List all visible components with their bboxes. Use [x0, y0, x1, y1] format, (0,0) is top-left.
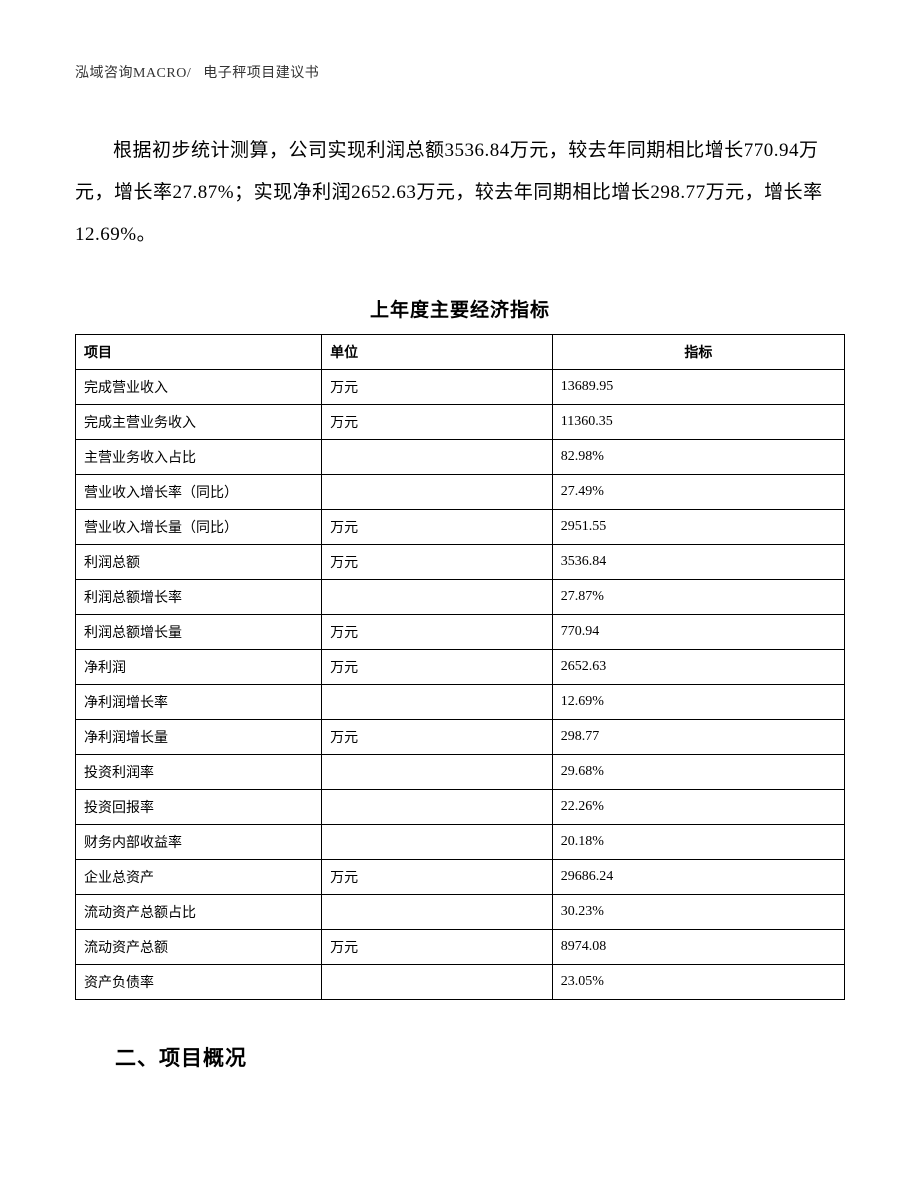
table-cell: 流动资产总额 — [76, 930, 322, 965]
table-row: 投资利润率 29.68% — [76, 755, 845, 790]
table-header-row: 项目 单位 指标 — [76, 335, 845, 370]
table-row: 主营业务收入占比 82.98% — [76, 440, 845, 475]
table-cell: 企业总资产 — [76, 860, 322, 895]
table-cell: 82.98% — [552, 440, 844, 475]
table-row: 利润总额增长量万元770.94 — [76, 615, 845, 650]
table-row: 企业总资产万元29686.24 — [76, 860, 845, 895]
table-cell: 11360.35 — [552, 405, 844, 440]
table-row: 流动资产总额万元8974.08 — [76, 930, 845, 965]
table-cell: 净利润增长率 — [76, 685, 322, 720]
table-row: 利润总额万元3536.84 — [76, 545, 845, 580]
table-cell — [322, 825, 553, 860]
table-cell: 万元 — [322, 545, 553, 580]
table-cell: 完成营业收入 — [76, 370, 322, 405]
table-cell: 770.94 — [552, 615, 844, 650]
table-cell: 2652.63 — [552, 650, 844, 685]
table-cell: 资产负债率 — [76, 965, 322, 1000]
table-cell: 投资回报率 — [76, 790, 322, 825]
table-cell: 万元 — [322, 930, 553, 965]
table-cell: 净利润增长量 — [76, 720, 322, 755]
table-cell — [322, 475, 553, 510]
table-cell: 13689.95 — [552, 370, 844, 405]
table-body: 完成营业收入万元13689.95完成主营业务收入万元11360.35主营业务收入… — [76, 370, 845, 1000]
table-cell: 利润总额增长率 — [76, 580, 322, 615]
table-cell: 利润总额 — [76, 545, 322, 580]
header-company: 泓域咨询MACRO/ — [75, 66, 191, 81]
table-cell — [322, 895, 553, 930]
col-header-value: 指标 — [552, 335, 844, 370]
table-title: 上年度主要经济指标 — [75, 295, 845, 322]
table-cell — [322, 580, 553, 615]
table-row: 净利润增长率 12.69% — [76, 685, 845, 720]
col-header-item: 项目 — [76, 335, 322, 370]
table-row: 投资回报率 22.26% — [76, 790, 845, 825]
table-cell — [322, 965, 553, 1000]
page-header: 泓域咨询MACRO/ 电子秤项目建议书 — [75, 62, 845, 82]
table-cell: 万元 — [322, 720, 553, 755]
table-row: 营业收入增长率（同比） 27.49% — [76, 475, 845, 510]
table-cell: 万元 — [322, 370, 553, 405]
table-cell: 万元 — [322, 405, 553, 440]
table-cell — [322, 790, 553, 825]
table-row: 净利润增长量万元298.77 — [76, 720, 845, 755]
table-cell: 22.26% — [552, 790, 844, 825]
economic-indicators-table: 项目 单位 指标 完成营业收入万元13689.95完成主营业务收入万元11360… — [75, 334, 845, 1000]
table-cell: 20.18% — [552, 825, 844, 860]
table-cell: 利润总额增长量 — [76, 615, 322, 650]
table-cell: 净利润 — [76, 650, 322, 685]
table-cell: 29.68% — [552, 755, 844, 790]
table-cell: 8974.08 — [552, 930, 844, 965]
table-cell: 29686.24 — [552, 860, 844, 895]
table-cell: 万元 — [322, 650, 553, 685]
table-cell: 财务内部收益率 — [76, 825, 322, 860]
table-cell — [322, 755, 553, 790]
summary-paragraph: 根据初步统计测算，公司实现利润总额3536.84万元，较去年同期相比增长770.… — [75, 130, 845, 255]
table-cell: 3536.84 — [552, 545, 844, 580]
table-cell: 27.87% — [552, 580, 844, 615]
table-cell: 主营业务收入占比 — [76, 440, 322, 475]
header-doc-title: 电子秤项目建议书 — [203, 66, 319, 81]
table-cell: 23.05% — [552, 965, 844, 1000]
section-heading: 二、项目概况 — [115, 1042, 845, 1072]
table-cell: 298.77 — [552, 720, 844, 755]
table-cell: 万元 — [322, 860, 553, 895]
table-cell: 投资利润率 — [76, 755, 322, 790]
table-cell: 12.69% — [552, 685, 844, 720]
table-cell: 万元 — [322, 510, 553, 545]
table-cell: 27.49% — [552, 475, 844, 510]
table-row: 财务内部收益率 20.18% — [76, 825, 845, 860]
table-row: 完成营业收入万元13689.95 — [76, 370, 845, 405]
table-cell: 30.23% — [552, 895, 844, 930]
table-cell: 万元 — [322, 615, 553, 650]
table-cell: 营业收入增长量（同比） — [76, 510, 322, 545]
table-cell — [322, 685, 553, 720]
table-row: 利润总额增长率 27.87% — [76, 580, 845, 615]
table-row: 营业收入增长量（同比）万元2951.55 — [76, 510, 845, 545]
table-cell: 流动资产总额占比 — [76, 895, 322, 930]
table-row: 资产负债率 23.05% — [76, 965, 845, 1000]
table-row: 完成主营业务收入万元11360.35 — [76, 405, 845, 440]
table-cell: 完成主营业务收入 — [76, 405, 322, 440]
table-cell: 营业收入增长率（同比） — [76, 475, 322, 510]
table-row: 净利润万元2652.63 — [76, 650, 845, 685]
table-row: 流动资产总额占比 30.23% — [76, 895, 845, 930]
col-header-unit: 单位 — [322, 335, 553, 370]
table-cell — [322, 440, 553, 475]
table-cell: 2951.55 — [552, 510, 844, 545]
